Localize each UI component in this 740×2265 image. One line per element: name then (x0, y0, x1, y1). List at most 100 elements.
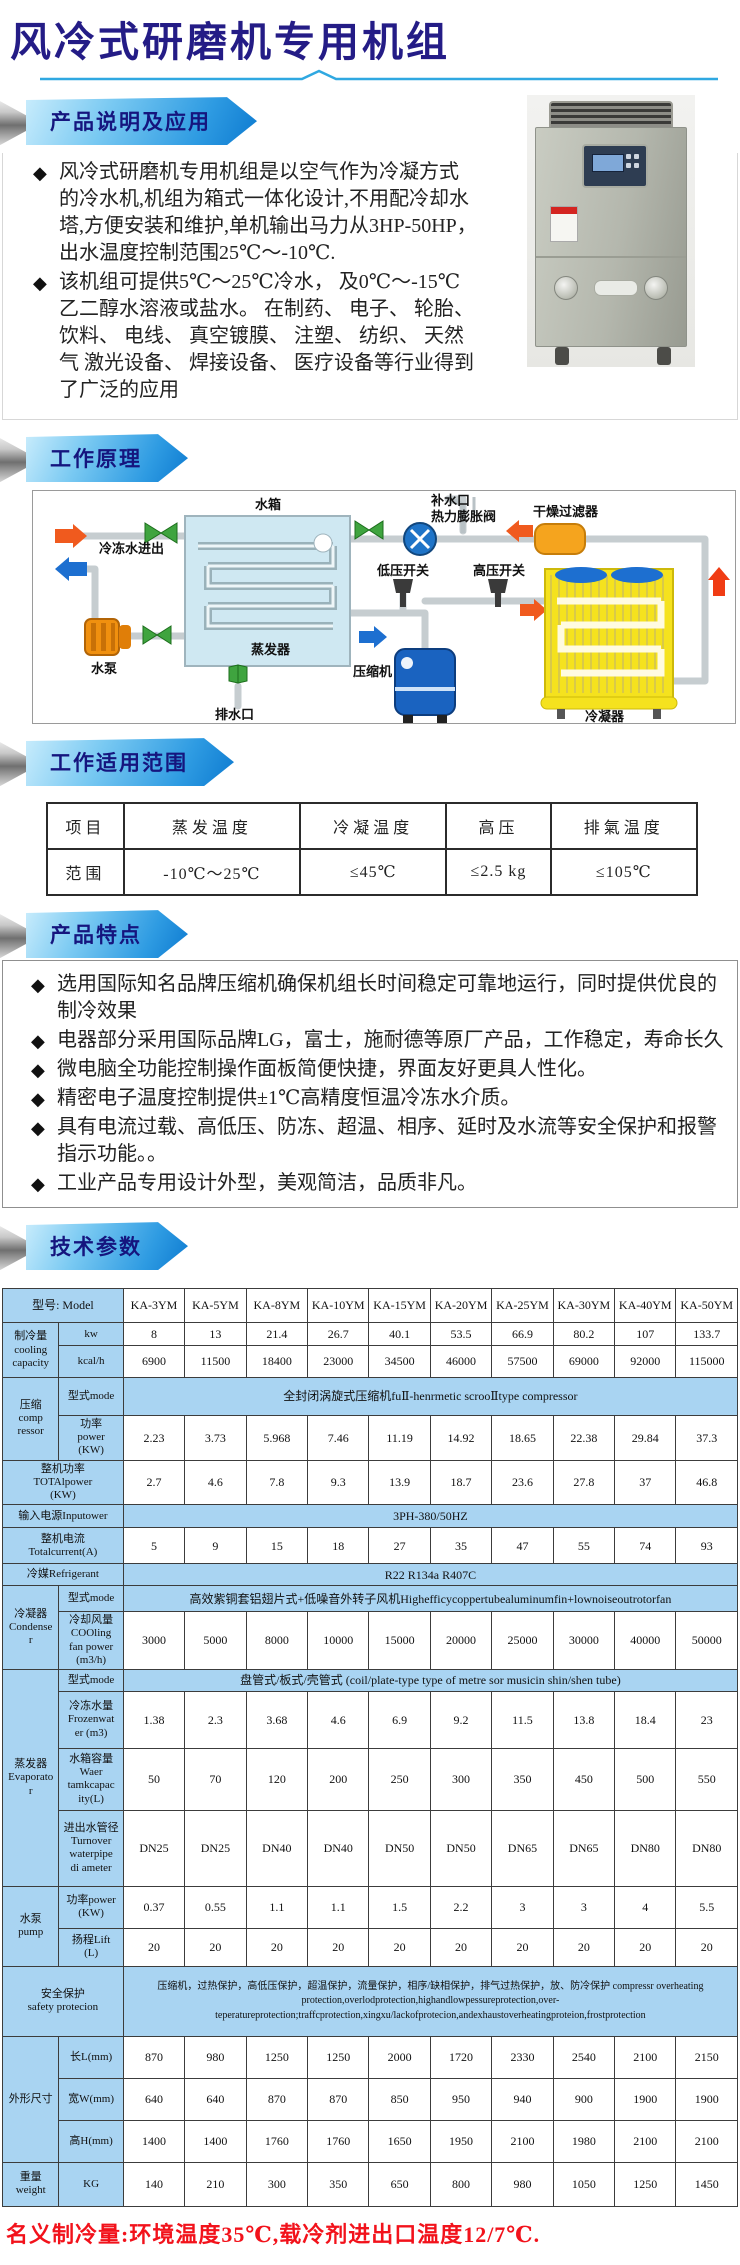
spec-value-cell: 940 (491, 2077, 554, 2121)
diagram-label: 排水口 (215, 707, 254, 722)
spec-value-cell: 22.38 (552, 1415, 616, 1461)
spec-value-cell: 55 (552, 1527, 616, 1565)
spec-value-cell: 1400 (184, 2119, 247, 2163)
spec-value-cell: 1450 (675, 2161, 738, 2207)
spec-model-cell: KA-15YM (368, 1288, 431, 1324)
page-title: 风冷式研磨机专用机组 (10, 19, 450, 65)
spec-value-cell: 133.7 (675, 1322, 738, 1347)
table-row: 进出水管径 Turnover waterpipe di ameter DN25 DN… (3, 1809, 738, 1887)
spec-value-cell: 1050 (552, 2161, 616, 2207)
spec-value-cell: 1950 (429, 2119, 493, 2163)
spec-group-cell: 输入电源Inputower (2, 1504, 124, 1529)
diagram-label: 补水口 (430, 493, 470, 508)
table-row: 高H(mm) 1400 1400 1760 1760 1650 1950 2100 1980 21… (3, 2119, 738, 2163)
spec-value-cell: 20000 (429, 1611, 493, 1670)
table-row: 型号: Model KA-3YM KA-5YM KA-8YM KA-10YM KA-15Y… (2, 1288, 738, 1324)
spec-param-cell: kcal/h (58, 1345, 124, 1379)
spec-value-cell: 250 (368, 1747, 431, 1811)
spec-group-cell: 压缩 comp ressor (1, 1377, 60, 1461)
range-header-cell: 蒸发温度 (122, 802, 301, 851)
spec-value-cell: 92000 (614, 1345, 677, 1379)
spec-value-cell: 2150 (675, 2035, 738, 2079)
spec-value-cell: 20 (368, 1927, 431, 1967)
spec-value-cell: 1.5 (368, 1885, 431, 1929)
section-banner-label: 技术参数 (26, 1222, 188, 1270)
spec-value-cell: 3.73 (184, 1415, 247, 1461)
spec-value-cell: DN40 (307, 1809, 370, 1887)
compressor-shape (394, 648, 456, 724)
diagram-label: 干燥过滤器 (533, 504, 599, 519)
spec-value-cell: 3000 (122, 1611, 186, 1670)
spec-value-cell: 300 (429, 1747, 493, 1811)
table-row: 范围 -10℃～25℃ ≤45℃ ≤2.5 kg ≤105℃ (46, 848, 699, 897)
spec-value-cell: 2.23 (122, 1415, 186, 1461)
table-row: 宽W(mm) 640 640 870 870 850 950 940 900 1900 1900 (3, 2077, 738, 2121)
table-row: 制冷量 cooling capacity kw 8 13 21.4 26.7 40.1 53.… (1, 1322, 738, 1379)
spec-value-cell: 8000 (245, 1611, 309, 1670)
feature-text: 电器部分采用国际品牌LG，富士，施耐德等原厂产品，工作稳定，寿命长久 (57, 1029, 724, 1052)
spec-value-cell: 13 (184, 1322, 247, 1347)
spec-group-cell: 重量 weight (1, 2161, 60, 2207)
table-row: 外形尺寸 长L(mm) 870 980 1250 1250 2000 1720 2330 2540… (1, 2035, 738, 2163)
table-row: 整机功率 TOTAlpower (KW) 2.7 4.6 7.8 9.3 13.9 18.7… (2, 1459, 738, 1506)
spec-value-cell: 9 (184, 1527, 247, 1565)
principle-schematic: 补水口 水箱 冷冻水进出 热力膨胀阀 干燥过滤器 低压开关 高压开关 蒸发器 压… (55, 493, 730, 724)
spec-value-cell: 20 (245, 1927, 309, 1967)
spec-span-cell: 盘管式/板式/壳管式 (coil/plate-type type of metr… (122, 1668, 739, 1692)
diamond-bullet-icon: ◆ (31, 1060, 45, 1081)
section-banner-range: 工作适用范围 (0, 738, 740, 788)
spec-group-cell: 制冷量 cooling capacity (1, 1322, 60, 1379)
spec-value-cell: 26.7 (307, 1322, 370, 1347)
spec-param-cell: 功率power (KW) (58, 1885, 124, 1929)
spec-value-cell: 11.19 (368, 1415, 431, 1461)
table-row: 安全保护 safety protecion 压缩机，过热保护，高低压保护，超温保护… (2, 1965, 739, 2037)
photo-button (626, 163, 631, 169)
diagram-label: 水泵 (91, 661, 117, 676)
spec-group-cell: 水泵 pump (1, 1885, 60, 1967)
spec-value-cell: 27.8 (552, 1459, 616, 1506)
feature-text: 具有电流过载、高低压、防冻、超温、相序、延时及水流等安全保护和报警指示功能。。 (57, 1116, 717, 1166)
working-principle-diagram: 补水口 水箱 冷冻水进出 热力膨胀阀 干燥过滤器 低压开关 高压开关 蒸发器 压… (32, 490, 736, 725)
spec-value-cell: 20 (307, 1927, 370, 1967)
photo-warning-sticker (550, 206, 578, 243)
range-header-cell: 冷凝温度 (298, 802, 448, 851)
range-value-cell: ≤45℃ (298, 848, 448, 897)
spec-group-cell: 安全保护 safety protecion (2, 1965, 124, 2037)
pump-shape (84, 618, 131, 657)
spec-param-cell: 型式mode (58, 1377, 124, 1417)
spec-group-cell: 整机电流 Totalcurrent(A) (2, 1527, 124, 1565)
spec-value-cell: 10000 (307, 1611, 370, 1670)
spec-value-cell: 0.55 (184, 1885, 247, 1929)
photo-control-panel (584, 146, 646, 187)
spec-value-cell: 850 (368, 2077, 431, 2121)
spec-value-cell: 20 (491, 1927, 554, 1967)
spec-value-cell: 18.4 (614, 1690, 677, 1749)
spec-value-cell: DN80 (614, 1809, 677, 1887)
spec-value-cell: 980 (491, 2161, 554, 2207)
spec-group-cell: 冷媒Refrigerant (2, 1563, 124, 1587)
photo-gauge (554, 276, 578, 301)
spec-value-cell: 74 (614, 1527, 677, 1565)
section-banner-label: 工作原理 (26, 434, 188, 482)
diamond-bullet-icon: ◆ (31, 1174, 45, 1195)
spec-model-cell: KA-10YM (307, 1288, 370, 1324)
spec-value-cell: 30000 (552, 1611, 616, 1670)
section-banner-label: 产品说明及应用 (26, 97, 257, 145)
spec-value-cell: 46.8 (675, 1459, 738, 1506)
spec-value-cell: 18400 (245, 1345, 309, 1379)
spec-value-cell: 1250 (307, 2035, 370, 2079)
description-bullet-list: ◆ 风冷式研磨机专用机组是以空气作为冷凝方式的冷水机,机组为箱式一体化设计,不用配… (3, 159, 478, 404)
page-header: 风冷式研磨机专用机组 (0, 0, 740, 83)
spec-value-cell: 350 (491, 1747, 554, 1811)
spec-value-cell: 20 (614, 1927, 677, 1967)
spec-value-cell: 4.6 (184, 1459, 247, 1506)
spec-value-cell: 5 (122, 1527, 186, 1565)
spec-value-cell: 37.3 (675, 1415, 738, 1461)
flow-arrow-icon (55, 520, 730, 649)
spec-value-cell: 8 (122, 1322, 186, 1347)
spec-value-cell: 29.84 (614, 1415, 677, 1461)
spec-value-cell: 870 (122, 2035, 186, 2079)
diagram-label: 热力膨胀阀 (431, 509, 496, 524)
spec-param-cell: KG (58, 2161, 124, 2207)
